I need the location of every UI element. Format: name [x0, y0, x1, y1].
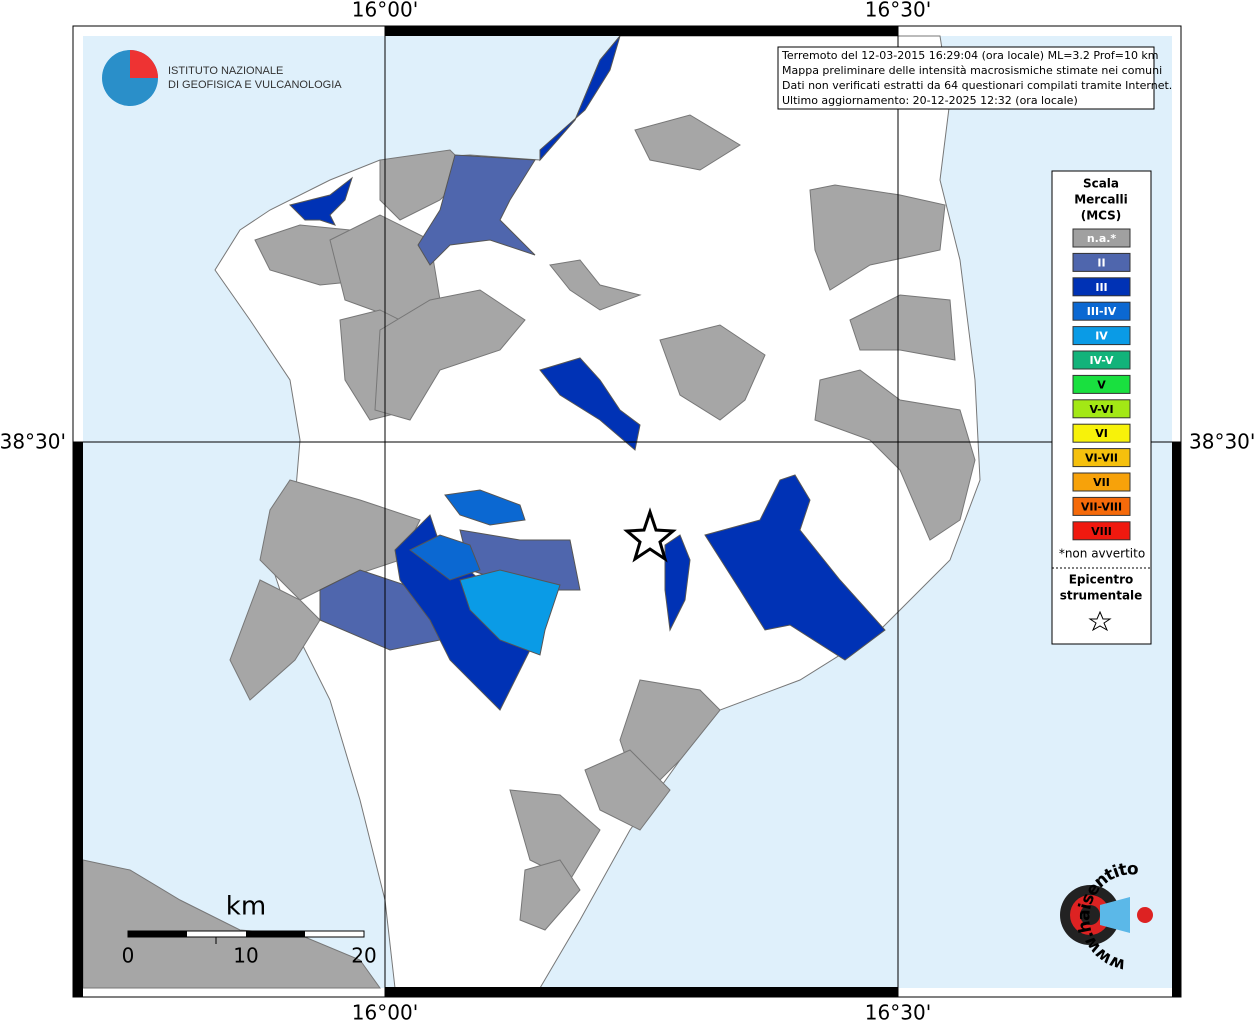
legend-label: II [1097, 256, 1105, 269]
legend-swatch [1072, 496, 1131, 516]
info-line: Dati non verificati estratti da 64 quest… [782, 79, 1172, 92]
legend-swatch [1072, 472, 1131, 492]
coord-label: 38°30' [1189, 430, 1254, 454]
intensity-areas [289, 35, 886, 711]
info-line: Mappa preliminare delle intensità macros… [782, 64, 1162, 77]
legend-label: V-VI [1089, 403, 1113, 416]
scale-label: 0 [122, 944, 135, 968]
legend-swatch [1072, 521, 1131, 541]
legend-title: Scala [1083, 177, 1119, 191]
legend-swatch [1072, 448, 1131, 468]
grid [73, 26, 1181, 997]
legend-swatch [1072, 252, 1131, 272]
legend-title: (MCS) [1081, 209, 1122, 223]
legend-swatch [1072, 399, 1131, 419]
coord-label: 16°00' [352, 1001, 418, 1025]
legend-swatch [1072, 326, 1131, 346]
legend-swatch [1072, 228, 1131, 248]
scale-label: 10 [233, 944, 258, 968]
legend-label: VI-VII [1085, 452, 1118, 465]
legend-swatch [1072, 350, 1131, 370]
logo-text: ISTITUTO NAZIONALE [168, 65, 283, 77]
epicenter [623, 507, 677, 563]
legend-label: IV [1095, 330, 1108, 343]
coord-label: 16°30' [865, 1001, 931, 1025]
legend-label: VI [1095, 427, 1108, 440]
legend-star [1088, 610, 1112, 632]
legend-label: IV-V [1089, 354, 1114, 367]
scale-bar [127, 930, 365, 944]
legend-swatch [1072, 301, 1131, 321]
legend-swatch [1072, 374, 1131, 394]
municipalities [229, 114, 976, 931]
info-box [777, 46, 1155, 110]
legend-swatch [1072, 277, 1131, 297]
scale-unit: km [226, 892, 266, 922]
watermark-logo [1060, 885, 1153, 945]
info-line: Ultimo aggiornamento: 20-12-2025 12:32 (… [782, 94, 1078, 107]
scale-label: 20 [351, 944, 376, 968]
legend-epicenter: Epicentro [1069, 573, 1134, 587]
logo-text: DI GEOFISICA E VULCANOLOGIA [168, 79, 342, 91]
legend-label: VIII [1091, 525, 1112, 538]
legend-swatch [1072, 423, 1131, 443]
legend-label: III [1095, 281, 1107, 294]
legend-label: VII-VIII [1081, 500, 1122, 513]
logo-segment [130, 50, 158, 78]
info-line: Terremoto del 12-03-2015 16:29:04 (ora l… [781, 49, 1159, 62]
legend-title: Mercalli [1074, 193, 1128, 207]
coord-label: 38°30' [0, 430, 66, 454]
legend-epicenter: strumentale [1060, 589, 1143, 603]
coord-label: 16°30' [865, 0, 931, 22]
legend-label: n.a.* [1087, 232, 1117, 245]
legend-note: *non avvertito [1059, 547, 1145, 561]
coord-label: 16°00' [352, 0, 418, 22]
legend-label: V [1097, 378, 1106, 391]
legend-label: VII [1093, 476, 1110, 489]
legend-label: III-IV [1087, 305, 1117, 318]
frame-ticks [73, 26, 1181, 997]
